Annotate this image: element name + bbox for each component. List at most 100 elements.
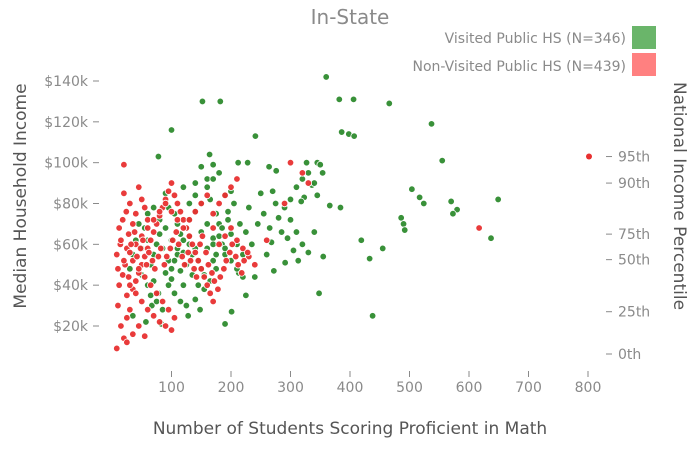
data-point [161, 322, 170, 330]
data-point [257, 189, 265, 197]
data-point [203, 183, 211, 191]
y-tick-label: $20k [53, 319, 89, 335]
data-point [222, 256, 230, 265]
data-point [113, 250, 121, 259]
data-point [349, 95, 358, 104]
data-point [203, 220, 211, 228]
data-point [221, 232, 229, 240]
data-point [170, 314, 179, 322]
percentile-tick-label: 0th [618, 347, 641, 363]
data-point [115, 224, 123, 232]
data-point [215, 199, 223, 208]
legend-swatch-visited [632, 26, 656, 49]
data-point [167, 326, 176, 334]
data-point [142, 318, 150, 326]
data-point [138, 195, 146, 204]
data-point [197, 265, 205, 273]
data-point [166, 244, 175, 253]
data-point [135, 265, 143, 273]
data-point [215, 240, 223, 249]
data-point [206, 289, 214, 298]
data-point [197, 199, 205, 208]
data-point [236, 220, 244, 228]
data-point [277, 228, 286, 236]
data-point [239, 244, 247, 253]
data-point [149, 228, 158, 236]
data-point [191, 248, 199, 257]
data-point [149, 312, 158, 320]
y-axis-ticks: $20k $40k $60k $80k $100k $120k $140k [44, 74, 99, 335]
data-point [120, 189, 128, 197]
data-point [126, 248, 134, 257]
data-point [233, 175, 241, 183]
data-point [167, 265, 176, 273]
data-point [326, 201, 334, 210]
data-point [198, 232, 207, 240]
y2-axis-title: National Income Percentile [669, 82, 689, 310]
data-point [143, 224, 152, 232]
data-point [161, 269, 170, 277]
data-point [265, 224, 274, 232]
data-point [164, 305, 173, 314]
data-point [204, 261, 213, 269]
data-point [127, 240, 135, 249]
data-point [170, 256, 179, 265]
x-axis-title: Number of Students Scoring Proficient in… [153, 419, 547, 439]
data-point [245, 203, 253, 212]
data-point [292, 183, 301, 191]
data-point [120, 161, 128, 169]
series-visited [126, 73, 502, 328]
data-point [286, 195, 295, 204]
data-point [243, 158, 252, 167]
data-point [178, 252, 186, 261]
data-point [123, 338, 131, 347]
x-tick-label: 300 [277, 380, 304, 396]
data-point [286, 216, 295, 224]
data-point [179, 224, 188, 232]
data-point [208, 269, 216, 277]
data-point [313, 191, 321, 200]
data-point [191, 207, 199, 216]
data-point [167, 126, 176, 134]
data-point [379, 244, 387, 253]
data-point [154, 252, 163, 261]
data-point [210, 277, 219, 285]
data-point [408, 185, 416, 193]
data-point [228, 240, 236, 249]
data-point [243, 248, 252, 257]
data-point [114, 301, 122, 310]
data-point [163, 252, 171, 261]
data-point [251, 261, 259, 269]
percentile-tick-label: 90th [618, 176, 650, 192]
data-point [145, 248, 153, 257]
data-point [164, 187, 173, 195]
data-point [475, 224, 483, 232]
data-point [119, 216, 127, 224]
data-point [132, 277, 140, 285]
data-point [198, 97, 207, 106]
data-point [117, 236, 125, 244]
data-point [132, 210, 140, 218]
data-point [401, 226, 409, 234]
data-point [447, 197, 455, 206]
data-point [143, 305, 152, 314]
data-point [113, 344, 121, 353]
data-point [190, 265, 198, 273]
data-point [218, 224, 226, 232]
y-tick-label: $60k [53, 237, 89, 253]
data-point [274, 214, 283, 222]
data-point [254, 220, 262, 228]
data-point [179, 281, 188, 289]
data-point [160, 261, 169, 269]
data-point [280, 199, 289, 208]
data-point [173, 199, 182, 208]
data-point [132, 289, 140, 298]
data-point [122, 207, 130, 216]
data-point [126, 199, 134, 208]
data-point [182, 301, 191, 310]
data-point [176, 297, 185, 306]
data-point [238, 269, 246, 277]
data-point [200, 273, 208, 281]
data-point [146, 236, 155, 244]
data-point [336, 203, 345, 212]
